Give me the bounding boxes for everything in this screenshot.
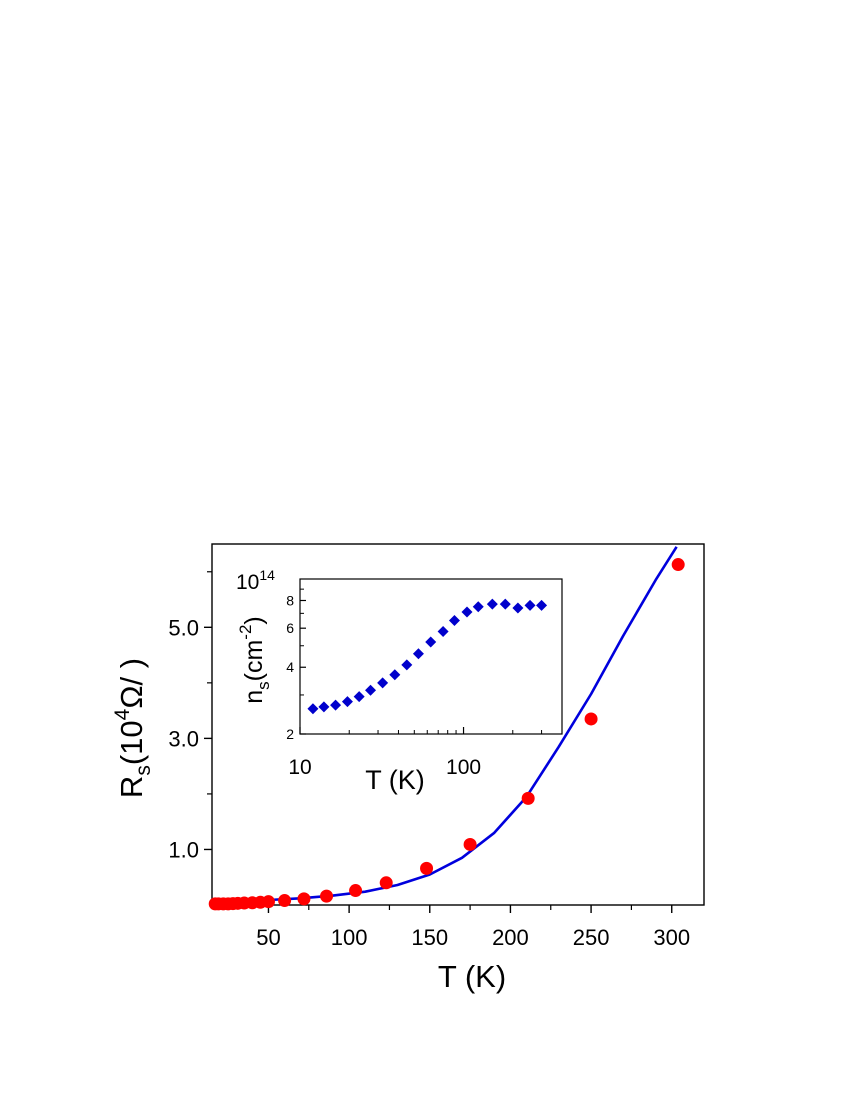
x-tick-label: 100 — [331, 925, 368, 950]
data-point — [584, 712, 598, 726]
inset-y-tick-label: 4 — [286, 659, 294, 675]
data-point — [463, 837, 477, 851]
main-y-label-sub: s — [132, 765, 155, 776]
inset-data-point — [365, 684, 377, 696]
inset-data-point — [330, 699, 342, 711]
inset-data-point — [486, 598, 498, 610]
main-x-axis-label: T (K) — [438, 959, 506, 994]
inset-y-tick-label: 6 — [286, 620, 294, 636]
y-tick-label: 5.0 — [168, 615, 199, 640]
main-y-label-unit: Ω/ ) — [114, 658, 149, 709]
inset-y-label-sup: -2 — [236, 625, 255, 640]
inset-top-y-label: 1014 — [236, 567, 275, 594]
inset-data-point — [461, 606, 473, 618]
x-tick-label: 200 — [492, 925, 529, 950]
data-point — [379, 876, 393, 890]
inset-data-point — [499, 598, 511, 610]
inset-y-axis-label: ns(cm-2) — [236, 616, 273, 704]
inset-y-tick-label: 2 — [286, 726, 294, 742]
inset-top-y-base: 10 — [236, 571, 259, 594]
inset-data-points — [307, 598, 548, 715]
x-tick-label: 150 — [411, 925, 448, 950]
inset-y-label-open: (cm — [240, 640, 268, 682]
inset-data-point — [353, 691, 365, 703]
inset-top-y-exp: 14 — [259, 567, 275, 583]
inset-plot-frame — [299, 578, 563, 735]
data-point — [278, 894, 292, 908]
inset-y-label-close: ) — [240, 616, 268, 624]
inset-data-point — [401, 659, 413, 671]
inset-x-axis-label: T (K) — [365, 765, 425, 795]
inset-data-point — [307, 703, 319, 715]
inset-data-point — [377, 677, 389, 689]
inset-data-point — [536, 599, 548, 611]
main-y-axis-label: Rs(104Ω/ ) — [111, 658, 155, 798]
main-data-points — [208, 558, 685, 911]
x-tick-label: 300 — [653, 925, 690, 950]
y-tick-label: 3.0 — [168, 726, 199, 751]
main-axis-ticks — [204, 571, 673, 913]
inset-data-point — [472, 601, 484, 613]
inset-data-point — [524, 599, 536, 611]
inset-data-point — [448, 614, 460, 626]
inset-data-point — [425, 636, 437, 648]
inset-y-label-sub: s — [254, 681, 273, 690]
inset-data-point — [318, 701, 330, 713]
data-point — [261, 895, 275, 909]
y-tick-label: 1.0 — [168, 837, 199, 862]
main-y-label-main: R — [114, 776, 149, 798]
inset-data-point — [412, 648, 424, 660]
main-tick-labels: 50 100 150 200 250 300 1.0 3.0 5.0 — [168, 615, 690, 950]
inset-data-point — [341, 696, 353, 708]
data-point — [320, 889, 334, 903]
inset-x-tick-label: 10 — [288, 756, 311, 779]
inset-tick-labels: 10 100 2 4 6 8 — [286, 592, 481, 779]
data-point — [349, 884, 363, 898]
main-plot-frame — [211, 543, 705, 906]
data-point — [671, 558, 685, 572]
inset-y-label-main: n — [240, 690, 268, 704]
data-point — [297, 892, 311, 906]
inset-data-point — [512, 602, 524, 614]
inset-axis-ticks — [299, 588, 563, 735]
x-tick-label: 250 — [573, 925, 610, 950]
inset-y-tick-label: 8 — [286, 592, 294, 608]
x-tick-label: 50 — [256, 925, 280, 950]
data-point — [420, 861, 434, 875]
inset-data-point — [437, 625, 449, 637]
data-point — [521, 791, 535, 805]
inset-data-point — [389, 669, 401, 681]
main-y-label-sup: 4 — [111, 708, 134, 720]
main-y-label-open: (10 — [114, 720, 149, 765]
inset-x-tick-label: 100 — [446, 756, 481, 779]
